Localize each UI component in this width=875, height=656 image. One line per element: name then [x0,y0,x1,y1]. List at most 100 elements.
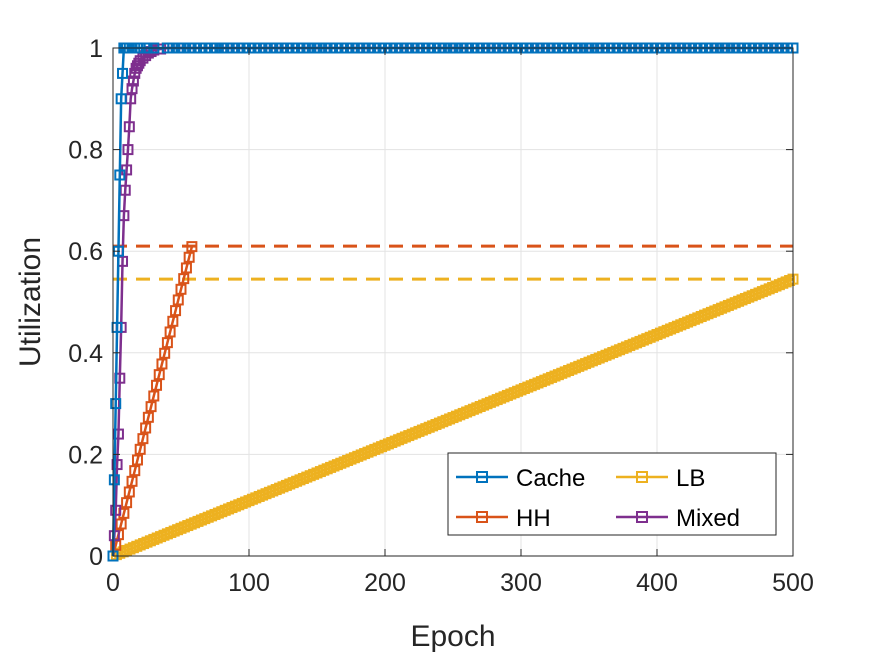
data-point [328,460,340,472]
data-point [123,486,135,498]
data-point [440,414,452,426]
legend-swatch-marker [636,471,648,483]
data-point [559,366,571,378]
data-point [675,319,687,331]
data-point [352,450,364,462]
data-point [525,380,537,392]
data-point [501,389,513,401]
data-point [291,475,303,487]
data-point [719,301,731,313]
data-point [658,326,670,338]
data-point [600,349,612,361]
data-point [148,390,160,402]
data-point [535,376,547,388]
data-point [760,284,772,296]
data-point [345,453,357,465]
data-point [610,345,622,357]
data-point [301,471,313,483]
data-point [108,474,120,486]
data-point [253,490,265,502]
data-point [542,373,554,385]
data-point [729,297,741,309]
data-point [202,511,214,523]
data-point [159,347,171,359]
data-point [226,502,238,514]
data-point [457,407,469,419]
data-point [263,486,275,498]
data-point [444,413,456,425]
data-point [631,337,643,349]
data-point [382,438,394,450]
data-point [189,517,201,529]
data-point [233,499,245,511]
data-point [702,308,714,320]
x-axis-label: Epoch [410,620,495,653]
data-point [654,327,666,339]
data-point [122,144,134,156]
y-tick-label: 0 [89,543,103,571]
data-point [335,457,347,469]
x-tick-label: 500 [772,569,814,597]
data-point [287,477,299,489]
data-point [576,359,588,371]
data-point [481,398,493,410]
data-point [488,395,500,407]
data-point [134,443,146,455]
data-point [634,335,646,347]
data-point [243,495,255,507]
data-point [110,398,122,410]
x-tick-label: 400 [636,569,678,597]
data-point [529,378,541,390]
data-point [637,334,649,346]
data-point [131,540,143,552]
data-point [257,489,269,501]
data-point [331,459,343,471]
legend-swatch-marker [476,511,488,523]
data-point [138,538,150,550]
legend-label: Cache [516,465,585,492]
y-axis-label: Utilization [14,237,47,367]
data-point [246,493,258,505]
data-point [365,445,377,457]
data-point [583,356,595,368]
data-point [131,454,143,466]
data-point [620,341,632,353]
data-point [495,392,507,404]
data-point [505,388,517,400]
data-point [141,536,153,548]
data-point [556,367,568,379]
data-point [695,311,707,323]
data-point [396,432,408,444]
data-point [240,496,252,508]
data-point [389,435,401,447]
y-tick-label: 1 [89,35,103,63]
data-point [304,470,316,482]
data-point [277,481,289,493]
data-point [165,526,177,538]
data-point [145,401,157,413]
data-point [342,454,354,466]
x-tick-label: 300 [500,569,542,597]
data-point [115,518,127,530]
data-point [180,262,192,274]
data-point [671,320,683,332]
data-point [750,288,762,300]
data-point [260,488,272,500]
y-tick-label: 0.4 [68,340,103,368]
data-point [236,497,248,509]
data-point [709,305,721,317]
data-point [688,313,700,325]
data-point [651,329,663,341]
data-point [406,428,418,440]
data-point [185,518,197,530]
data-point [129,465,141,477]
data-point [716,302,728,314]
data-point [182,520,194,532]
data-point [603,348,615,360]
data-point [121,497,133,509]
legend-label: LB [676,465,705,492]
data-point [614,344,626,356]
data-point [597,351,609,363]
data-point [206,510,218,522]
data-point [178,273,190,285]
